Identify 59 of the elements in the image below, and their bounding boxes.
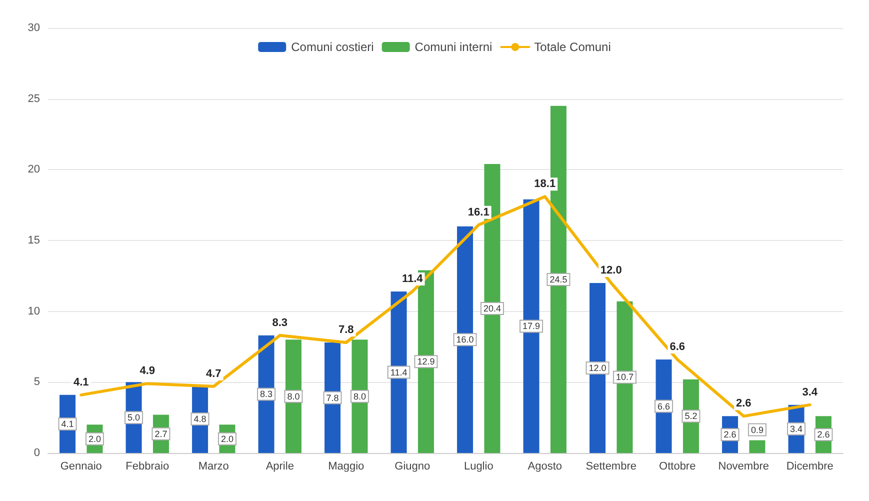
x-tick-label: Febbraio: [126, 460, 170, 472]
y-tick-label: 20: [28, 164, 40, 176]
data-label: 12.9: [417, 356, 435, 367]
data-label: 5.2: [684, 411, 698, 422]
y-tick-label: 0: [34, 447, 40, 459]
data-label: 3.4: [802, 386, 818, 398]
x-tick-label: Maggio: [328, 460, 364, 472]
legend-label: Comuni costieri: [291, 40, 374, 54]
x-tick-label: Marzo: [198, 460, 229, 472]
data-label: 7.8: [338, 324, 354, 336]
data-label: 4.8: [194, 414, 206, 424]
data-label: 4.1: [61, 418, 74, 429]
data-label: 12.0: [600, 264, 622, 276]
data-label: 16.0: [456, 334, 474, 345]
data-label: 20.4: [483, 304, 501, 314]
data-label: 3.4: [790, 424, 803, 434]
data-label: 5.0: [128, 412, 140, 423]
y-tick-label: 10: [28, 305, 40, 318]
data-label: 17.9: [522, 321, 540, 332]
data-label: 16.1: [468, 206, 490, 218]
legend-label: Totale Comuni: [534, 40, 611, 54]
data-label: 2.0: [220, 434, 234, 444]
x-tick-label: Gennaio: [60, 460, 102, 472]
data-label: 4.7: [206, 368, 222, 380]
data-label: 11.4: [402, 273, 424, 285]
data-label: 24.5: [550, 274, 568, 284]
data-label: 0.9: [750, 424, 764, 435]
x-tick-label: Ottobre: [659, 460, 696, 472]
data-label: 8.3: [260, 389, 273, 400]
y-tick-label: 25: [28, 92, 40, 105]
data-label: 10.7: [616, 372, 634, 382]
data-label: 4.9: [140, 365, 156, 378]
data-label: 6.6: [658, 401, 670, 412]
x-tick-label: Luglio: [464, 460, 494, 472]
x-tick-label: Novembre: [718, 460, 769, 472]
data-label: 2.0: [88, 434, 101, 444]
data-label: 2.7: [154, 428, 168, 439]
data-label: 8.0: [287, 391, 300, 402]
y-tick-label: 30: [28, 22, 40, 34]
bar: [749, 440, 766, 453]
x-tick-label: Agosto: [528, 460, 562, 472]
x-tick-label: Aprile: [266, 460, 294, 472]
data-label: 7.8: [326, 392, 339, 403]
x-tick-label: Settembre: [586, 460, 636, 472]
data-label: 8.0: [353, 391, 366, 402]
data-label: 8.3: [272, 316, 288, 329]
data-label: 12.0: [588, 363, 606, 373]
data-label: 2.6: [736, 398, 752, 410]
data-label: 11.4: [390, 367, 408, 378]
x-tick-label: Dicembre: [786, 460, 834, 472]
data-label: 4.1: [73, 376, 89, 388]
y-tick-label: 15: [28, 234, 40, 246]
x-tick-label: Giugno: [394, 460, 430, 472]
data-label: 6.6: [670, 341, 686, 353]
data-label: 18.1: [534, 178, 556, 190]
data-label: 2.6: [817, 430, 830, 440]
legend-label: Comuni interni: [414, 40, 492, 54]
y-tick-label: 5: [34, 376, 40, 388]
data-label: 2.6: [724, 430, 736, 440]
